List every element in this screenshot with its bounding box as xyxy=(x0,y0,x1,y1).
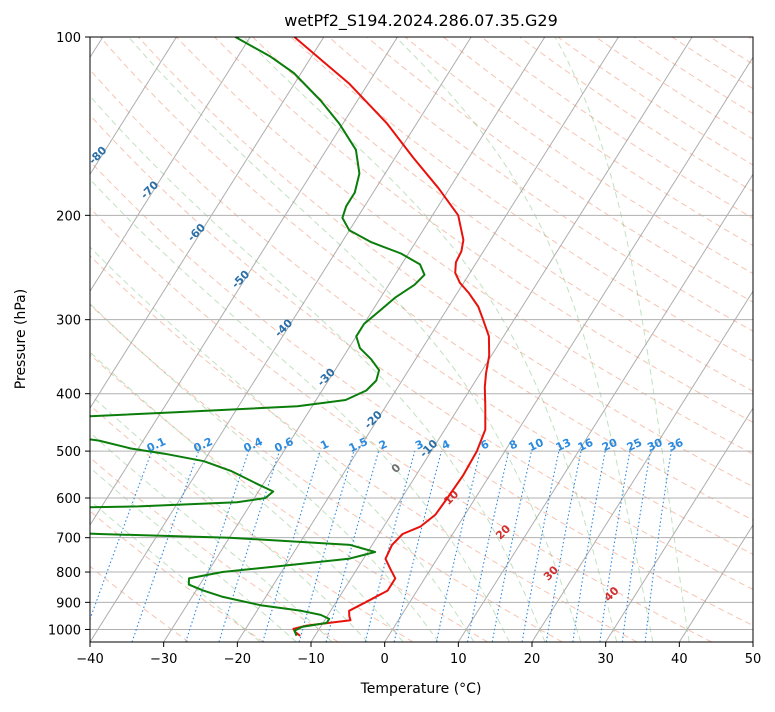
mixing-ratio-line xyxy=(645,451,671,642)
isotherm-line xyxy=(0,37,250,642)
y-tick-label: 1000 xyxy=(48,623,81,638)
y-tick-label: 800 xyxy=(56,566,81,581)
dry-adiabat xyxy=(482,37,775,642)
dry-adiabat xyxy=(0,37,712,642)
dry-adiabat xyxy=(100,37,775,642)
y-tick-label: 100 xyxy=(56,31,81,46)
dry-adiabat xyxy=(558,37,775,642)
dry-adiabat xyxy=(634,37,775,642)
x-tick-label: 40 xyxy=(671,652,688,667)
isotherm-label: -100 xyxy=(0,77,5,106)
moist-adiabat xyxy=(41,37,545,642)
warm-isotherm-label: 10 xyxy=(441,487,461,507)
mixing-ratio-line xyxy=(522,451,559,642)
dry-adiabat xyxy=(672,37,775,642)
x-tick-label: 10 xyxy=(450,652,467,667)
moist-adiabat xyxy=(0,37,296,642)
mixing-ratio-line xyxy=(186,451,249,642)
y-tick-label: 600 xyxy=(56,492,81,507)
isotherm-label: -60 xyxy=(185,221,208,244)
isotherm-label: -90 xyxy=(32,113,55,136)
warm-isotherm-label: 20 xyxy=(493,522,513,542)
mixing-ratio-label: 4 xyxy=(440,437,453,452)
isotherm-line xyxy=(0,37,324,642)
y-tick-label: 900 xyxy=(56,596,81,611)
warm-isotherm-label: 40 xyxy=(602,584,622,604)
isotherm-line xyxy=(237,37,618,642)
x-tick-label: −10 xyxy=(297,652,324,667)
y-tick-label: 400 xyxy=(56,388,81,403)
dry-adiabat xyxy=(62,37,775,642)
x-tick-label: 50 xyxy=(745,652,762,667)
isotherm-label: -50 xyxy=(229,268,252,291)
temperature-profile-line xyxy=(293,37,489,636)
y-tick-label: 700 xyxy=(56,532,81,547)
isotherm-line xyxy=(606,37,775,642)
mixing-ratio-line xyxy=(132,451,199,642)
mixing-ratio-line xyxy=(622,451,650,642)
mixing-ratio-line xyxy=(492,451,531,642)
moist-adiabat xyxy=(396,37,653,642)
mixing-ratio-line xyxy=(546,451,581,642)
dry-adiabat xyxy=(0,37,775,642)
warm-isotherm-label: 0 xyxy=(389,461,404,476)
mixing-ratio-line xyxy=(365,451,415,642)
dry-adiabat xyxy=(0,37,264,642)
y-tick-label: 300 xyxy=(56,314,81,329)
x-tick-label: 30 xyxy=(597,652,614,667)
isotherm-label: -70 xyxy=(138,178,161,201)
moist-adiabat xyxy=(0,37,509,642)
mixing-ratio-line xyxy=(299,451,354,642)
mixing-ratio-label: 0.2 xyxy=(192,435,215,455)
x-tick-label: 0 xyxy=(381,652,389,667)
dry-adiabat xyxy=(443,37,775,642)
mixing-ratio-line xyxy=(573,451,605,642)
x-axis-label: Temperature (°C) xyxy=(360,681,482,697)
dry-adiabat xyxy=(291,37,775,642)
y-tick-label: 200 xyxy=(56,209,81,224)
moist-adiabat xyxy=(0,37,474,642)
isotherm-label: -30 xyxy=(315,365,338,388)
isotherm-line xyxy=(385,37,766,642)
mixing-ratio-group xyxy=(82,451,671,642)
dry-adiabat xyxy=(215,37,775,642)
dry-adiabat xyxy=(748,37,775,642)
chart-title: wetPf2_S194.2024.286.07.35.G29 xyxy=(284,11,558,31)
x-tick-label: −30 xyxy=(150,652,177,667)
isotherm-line xyxy=(532,37,775,642)
isotherm-line xyxy=(164,37,545,642)
dry-adiabat xyxy=(0,37,637,642)
isotherm-line xyxy=(458,37,775,642)
moist-adiabat xyxy=(0,37,332,642)
dry-adiabat xyxy=(710,37,775,642)
x-tick-label: −20 xyxy=(224,652,251,667)
mixing-ratio-label: 8 xyxy=(507,437,519,452)
isotherm-line xyxy=(753,37,775,642)
y-axis-label: Pressure (hPa) xyxy=(13,289,29,389)
mixing-ratio-label: 1 xyxy=(318,437,330,452)
mixing-ratio-label: 0.4 xyxy=(242,435,265,455)
isotherm-label: -20 xyxy=(362,408,385,431)
y-tick-label: 500 xyxy=(56,445,81,460)
isotherm-line xyxy=(679,37,775,642)
dry-adiabat xyxy=(405,37,775,642)
x-tick-label: 20 xyxy=(524,652,541,667)
x-tick-label: −40 xyxy=(76,652,103,667)
dry-adiabat xyxy=(596,37,775,642)
warm-isotherm-label: 30 xyxy=(541,563,561,583)
